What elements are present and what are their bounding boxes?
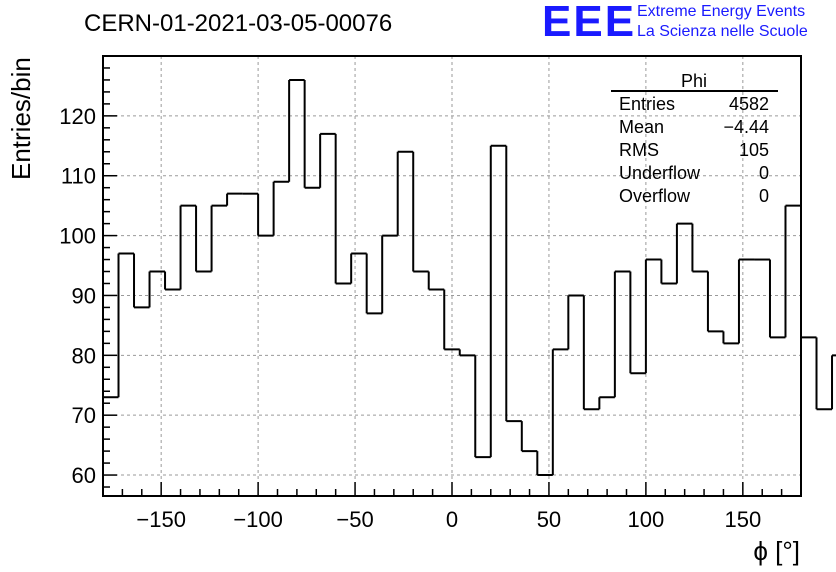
histogram-bin xyxy=(303,79,321,189)
histogram-bin xyxy=(520,421,538,453)
histogram-bin xyxy=(381,234,398,314)
histogram-bin xyxy=(505,145,522,423)
stats-row-label: RMS xyxy=(619,140,659,160)
x-tick-label: −150 xyxy=(136,507,186,532)
histogram-bin xyxy=(675,222,693,284)
histogram-bin xyxy=(831,354,836,410)
histogram-bin xyxy=(226,192,243,206)
histogram-bin xyxy=(427,271,445,291)
stats-row-value: −4.44 xyxy=(723,117,769,137)
histogram-bin xyxy=(691,223,708,273)
y-tick-label: 100 xyxy=(59,224,96,249)
histogram-bin xyxy=(567,294,584,350)
histogram-bin xyxy=(800,205,817,339)
histogram-bin xyxy=(210,204,228,272)
eee-logo: EEE xyxy=(542,0,637,46)
stats-row-label: Underflow xyxy=(619,163,701,183)
histogram-bin xyxy=(551,348,569,476)
y-tick-label: 90 xyxy=(72,283,96,308)
x-tick-label: −100 xyxy=(233,507,283,532)
histogram-bin xyxy=(489,144,507,458)
x-tick-label: 0 xyxy=(446,507,458,532)
histogram-bin xyxy=(582,295,600,411)
histogram-bin xyxy=(272,180,290,236)
stats-row-value: 0 xyxy=(759,186,769,206)
histogram-bin xyxy=(815,337,833,411)
stats-box: Phi Entries 4582 Mean −4.44 RMS 105 Underflow 0… xyxy=(611,71,778,206)
histogram-bin xyxy=(195,205,212,273)
y-tick-label: 70 xyxy=(72,403,96,428)
histogram-bin xyxy=(117,252,135,398)
histogram-bin xyxy=(443,289,460,351)
x-tick-label: −50 xyxy=(336,507,373,532)
histogram-bin xyxy=(644,258,662,374)
histogram-bin xyxy=(737,258,755,344)
stats-row-label: Overflow xyxy=(619,186,691,206)
histogram-bin xyxy=(536,451,553,477)
histogram-bin xyxy=(598,396,615,410)
x-tick-label: 50 xyxy=(537,507,561,532)
histogram-bin xyxy=(133,253,150,309)
axis-ticks xyxy=(102,67,802,496)
histogram-bin xyxy=(396,150,414,236)
histogram-bin xyxy=(768,259,786,339)
histogram-bin xyxy=(257,193,274,237)
y-tick-label: 60 xyxy=(72,463,96,488)
plot-frame xyxy=(102,55,802,497)
histogram-bin xyxy=(412,151,429,273)
stats-row-value: 0 xyxy=(759,163,769,183)
histogram-bin xyxy=(164,271,181,291)
histogram-bin xyxy=(458,349,476,357)
y-axis-label: Entries/bin xyxy=(6,57,36,180)
histogram-bin xyxy=(629,271,646,375)
histogram-bin xyxy=(288,78,305,182)
histogram-bin xyxy=(334,133,352,285)
stats-row-value: 4582 xyxy=(729,94,769,114)
histogram-bin xyxy=(613,270,631,398)
histogram-bin xyxy=(784,204,801,338)
x-tick-label: 150 xyxy=(724,507,761,532)
run-title: CERN-01-2021-03-05-00076 xyxy=(84,10,393,37)
logo-caption-line2: La Scienza nelle Scuole xyxy=(637,23,808,40)
histogram-bin xyxy=(474,355,491,459)
histogram-bin xyxy=(350,252,367,284)
logo-caption-line1: Extreme Energy Events xyxy=(637,3,806,20)
stats-rows: Entries 4582 Mean −4.44 RMS 105 Underflow 0 Over… xyxy=(619,94,769,206)
y-tick-label: 120 xyxy=(59,104,96,129)
x-axis-label: ϕ [°] xyxy=(753,536,800,566)
stats-row-label: Entries xyxy=(619,94,675,114)
stats-row-value: 105 xyxy=(739,140,769,160)
stats-row-label: Mean xyxy=(619,117,664,137)
y-tick-label: 80 xyxy=(72,343,96,368)
histogram-bin xyxy=(660,259,677,285)
histogram-bin xyxy=(706,271,724,333)
histogram-bars xyxy=(103,78,836,477)
histogram-bin xyxy=(148,270,166,308)
histogram-bin xyxy=(365,253,383,315)
histogram-bin xyxy=(722,331,739,345)
histogram-bin xyxy=(319,132,336,188)
grid-lines xyxy=(103,56,801,496)
y-tick-label: 110 xyxy=(61,164,96,189)
x-tick-label: 100 xyxy=(628,507,665,532)
stats-box-title: Phi xyxy=(681,71,707,91)
tick-labels: −150 −100 −50 0 50 100 150 60 70 80 90 100 110 120 xyxy=(59,104,761,532)
histogram-bin xyxy=(179,204,197,290)
